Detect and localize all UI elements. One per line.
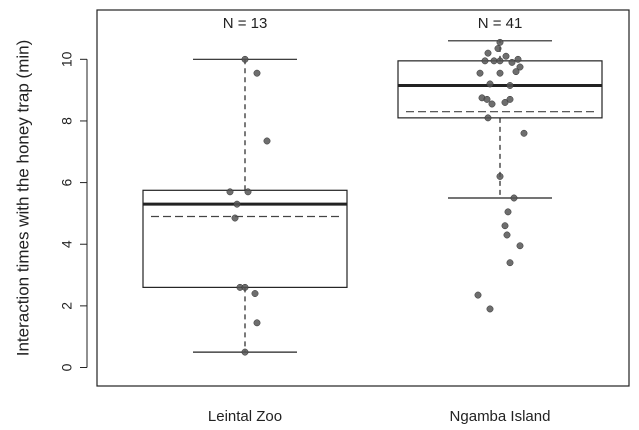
data-point (253, 319, 261, 327)
data-point (496, 38, 504, 46)
data-point (241, 55, 249, 63)
data-point (481, 57, 489, 65)
data-point (508, 58, 516, 66)
data-point (514, 55, 522, 63)
data-point (496, 172, 504, 180)
data-point (501, 99, 509, 106)
data-point (476, 69, 484, 77)
data-point (494, 45, 502, 52)
y-tick-label: 6 (59, 178, 75, 186)
data-point (506, 82, 514, 89)
x-axis-labels: N = 13 Leintal Zoo N = 41 Ngamba Island (208, 15, 551, 425)
data-point (233, 200, 241, 208)
plot-frame (96, 9, 630, 387)
data-point (253, 69, 261, 77)
y-tick-label: 0 (59, 363, 75, 371)
data-point (488, 100, 496, 108)
data-point (231, 214, 239, 222)
y-tick-label: 4 (59, 240, 75, 248)
data-point (484, 114, 492, 122)
data-point (516, 242, 524, 250)
box-ngamba-island (397, 40, 603, 199)
data-point (504, 208, 512, 216)
data-point (506, 95, 514, 103)
data-point (496, 57, 504, 65)
data-point (502, 52, 510, 60)
y-tick-label: 2 (59, 302, 75, 310)
n-label: N = 41 (478, 15, 523, 32)
y-tick-label: 8 (59, 117, 75, 125)
y-tick-label: 10 (59, 51, 75, 67)
y-axis: 0 2 4 6 8 10 (59, 51, 88, 371)
data-point (496, 69, 504, 77)
box-leintal-zoo (142, 58, 348, 353)
data-point (520, 129, 528, 137)
iqr-box (142, 189, 348, 288)
data-point (244, 188, 252, 196)
data-point (226, 188, 234, 196)
data-point (483, 95, 491, 103)
data-point (251, 290, 259, 297)
data-point (501, 222, 509, 230)
data-point (503, 231, 511, 239)
n-label: N = 13 (223, 15, 268, 32)
boxes-layer (142, 40, 603, 353)
category-label: Ngamba Island (450, 408, 551, 425)
data-point (490, 57, 498, 65)
data-point (241, 283, 249, 291)
data-point (510, 194, 518, 202)
data-point (486, 80, 494, 88)
data-point (474, 291, 482, 299)
points-layer (226, 38, 528, 356)
iqr-box (397, 60, 603, 119)
category-label: Leintal Zoo (208, 408, 282, 425)
y-axis-title: Interaction times with the honey trap (m… (13, 40, 32, 357)
data-point (263, 137, 271, 145)
data-point (486, 305, 494, 313)
data-point (512, 68, 520, 76)
data-point (484, 49, 492, 57)
data-point (506, 259, 514, 267)
data-point (516, 63, 524, 71)
data-point (241, 348, 249, 356)
